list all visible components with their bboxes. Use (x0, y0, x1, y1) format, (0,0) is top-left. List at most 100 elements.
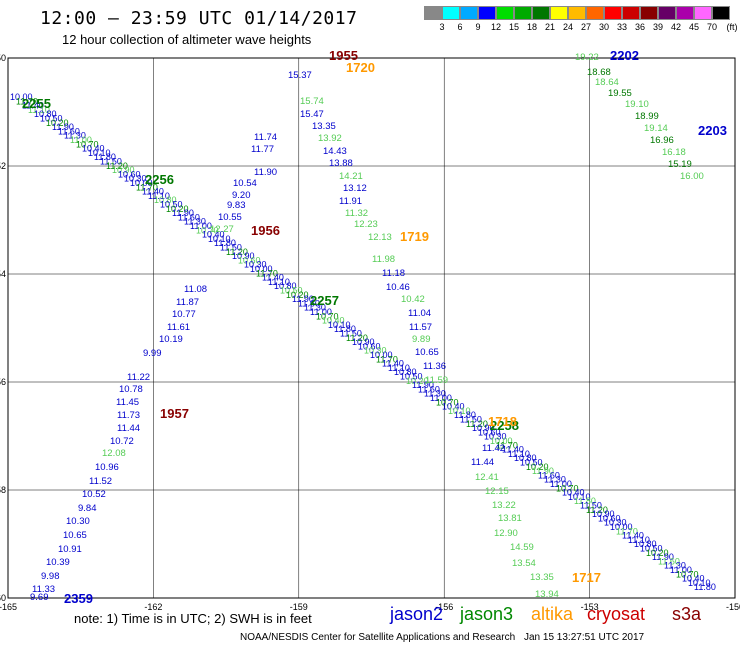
swh-value-dense: 11.00 (70, 135, 92, 145)
legend-swatch (568, 6, 586, 20)
swh-value: 10.96 (95, 462, 119, 473)
lon-tick-label: -165 (0, 602, 17, 612)
swh-value-dense: 10.90 (112, 165, 135, 175)
swh-value: 10.52 (82, 489, 106, 500)
swh-value-dense: 10.50 (640, 544, 663, 554)
swh-value: 13.35 (312, 121, 336, 132)
swh-value-dense: 11.00 (310, 307, 332, 317)
swh-value-dense: 11.30 (304, 303, 326, 313)
legend-swatch (424, 6, 442, 20)
swh-value: 10.65 (415, 347, 439, 358)
swh-value: 9.89 (412, 334, 431, 345)
swh-value: 11.73 (117, 410, 140, 421)
swh-value-dense: 11.90 (292, 294, 314, 304)
pass-time-label: 1720 (346, 60, 375, 75)
swh-value-dense: 10.40 (322, 316, 345, 326)
swh-value-dense: 11.70 (16, 96, 38, 106)
swh-value-dense: 10.00 (490, 436, 513, 446)
legend-label: 12 (490, 22, 501, 32)
swh-value-dense: 11.20 (586, 505, 608, 515)
swh-value-dense: 11.60 (58, 126, 80, 136)
legend-swatch (496, 6, 514, 20)
map-grid (7, 57, 736, 599)
pass-time-label: 2258 (490, 418, 519, 433)
pass-time-label: 2257 (310, 293, 339, 308)
axis-ticks: -165 -162 -159 -156 -153 -150 -50 -52 -54 -56 -58 -… (0, 53, 740, 612)
pass-time-label: 1719 (400, 229, 429, 244)
swh-value-dense: 10.50 (40, 114, 63, 124)
swh-value-dense: 10.80 (154, 195, 177, 205)
swh-value: 12.13 (368, 232, 392, 243)
swh-value-dense: 10.00 (610, 522, 633, 532)
swh-value-dense: 11.90 (532, 466, 554, 476)
swh-value: 10.72 (110, 436, 134, 447)
swh-value-dense: 11.20 (106, 161, 128, 171)
swh-value: 9.98 (41, 571, 60, 582)
swh-value-dense: 11.90 (412, 380, 434, 390)
pass-time-label: 1956 (251, 223, 280, 238)
swh-value: 12.90 (494, 528, 518, 539)
swh-value: 11.04 (408, 308, 431, 319)
swh-value-dense: 11.60 (418, 384, 440, 394)
swh-value-dense: 11.30 (184, 217, 206, 227)
map-frame (7, 57, 736, 599)
lon-tick-label: -156 (435, 602, 453, 612)
swh-value-dense: 11.80 (574, 496, 596, 506)
pass-time-label: 2202 (610, 48, 639, 63)
swh-value: 11.87 (176, 297, 199, 308)
swh-value: 11.36 (423, 361, 446, 372)
swh-value-dense: 11.10 (628, 535, 650, 545)
swh-value-dense: 10.60 (358, 341, 381, 351)
swh-value: 14.59 (510, 542, 534, 553)
legend-label: 39 (652, 22, 663, 32)
swh-value-dense: 11.60 (178, 212, 200, 222)
legend-swatch (442, 6, 460, 20)
swh-value-dense: 11.40 (22, 101, 44, 111)
swh-value-dense: 10.90 (592, 509, 615, 519)
legend-label: 21 (544, 22, 555, 32)
swh-value-dense: 10.60 (238, 255, 261, 265)
swh-value: 13.12 (343, 183, 367, 194)
swh-value: 11.98 (372, 254, 395, 265)
swh-value: 15.37 (288, 70, 312, 81)
swh-value-dense: 10.30 (124, 174, 147, 184)
swh-value: 11.08 (184, 284, 207, 295)
legend-label: 24 (562, 22, 573, 32)
swh-value-dense: 10.00 (10, 92, 33, 102)
lon-tick-label: -150 (726, 602, 740, 612)
swh-value: 11.74 (254, 132, 277, 143)
swh-value-dense: 10.40 (442, 402, 465, 412)
swh-value-dense: 11.40 (142, 187, 164, 197)
swh-value-dense: 11.60 (298, 298, 320, 308)
swh-value-dense: 11.50 (220, 243, 242, 253)
swh-value-dense: 11.00 (670, 565, 692, 575)
swh-value: 12.23 (354, 219, 378, 230)
swh-value: 10.77 (172, 309, 196, 320)
swh-value: 11.90 (254, 167, 277, 178)
swh-value: 13.35 (530, 572, 554, 583)
swh-value-dense: 10.30 (484, 432, 507, 442)
swh-value-dense: 10.90 (352, 337, 375, 347)
swh-value: 15.74 (300, 96, 324, 107)
swh-value: 10.19 (159, 334, 183, 345)
swh-value: 11.57 (409, 322, 432, 333)
legend-label: 33 (616, 22, 627, 32)
legend-swatch (514, 6, 532, 20)
legend-swatch (712, 6, 730, 20)
swh-value-dense: 11.50 (100, 157, 122, 167)
legend-swatch (460, 6, 478, 20)
legend-label: 27 (580, 22, 591, 32)
swh-value: 14.43 (323, 146, 347, 157)
swh-value: 10.30 (66, 516, 90, 527)
swh-value-dense: 11.60 (658, 556, 680, 566)
swh-value-dense: 10.70 (556, 483, 579, 493)
swh-value-dense: 11.90 (172, 208, 194, 218)
swh-value: 19.14 (644, 123, 668, 134)
swh-value-dense: 10.20 (46, 118, 69, 128)
swh-value-dense: 10.10 (448, 406, 471, 416)
legend-swatch (676, 6, 694, 20)
swh-value-dense: 10.30 (364, 346, 387, 356)
swh-value: 16.18 (662, 147, 686, 158)
swh-value-dense: 10.00 (370, 350, 393, 360)
